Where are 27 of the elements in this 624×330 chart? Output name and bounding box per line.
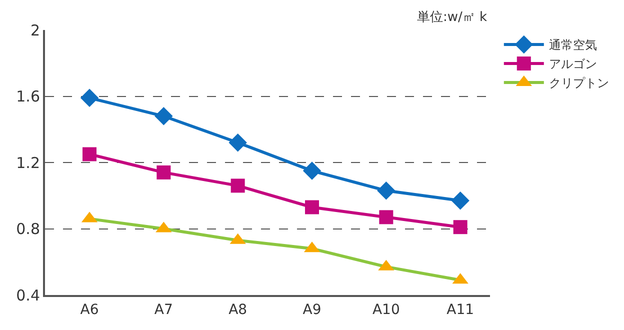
y-tick-label: 0.4 bbox=[16, 286, 40, 304]
x-tick-label: A9 bbox=[302, 302, 322, 318]
y-tick-label: 1.2 bbox=[16, 154, 40, 172]
point bbox=[302, 162, 322, 180]
y-tick-label: 2 bbox=[30, 21, 40, 40]
point bbox=[305, 200, 319, 214]
point bbox=[154, 107, 173, 126]
point bbox=[377, 182, 396, 200]
x-tick-label: A6 bbox=[80, 302, 99, 318]
x-tick-label: A7 bbox=[154, 302, 173, 318]
x-tick-label: A11 bbox=[446, 302, 474, 318]
legend-label: アルゴン bbox=[548, 57, 597, 72]
legend-label: 通常空気 bbox=[548, 38, 597, 52]
point bbox=[228, 134, 247, 152]
x-tick-label: A8 bbox=[228, 302, 248, 318]
point bbox=[379, 210, 394, 224]
y-tick-label: 1.6 bbox=[16, 88, 40, 106]
point bbox=[451, 191, 470, 210]
point bbox=[453, 220, 468, 234]
legend-label: クリプトン bbox=[548, 76, 609, 90]
point bbox=[156, 165, 171, 180]
text: 単位:w/㎡ k bbox=[417, 10, 488, 25]
point bbox=[230, 178, 245, 193]
point bbox=[80, 88, 99, 108]
y-tick-label: 0.8 bbox=[16, 220, 40, 238]
point bbox=[82, 147, 96, 162]
x-tick-label: A10 bbox=[372, 302, 400, 318]
